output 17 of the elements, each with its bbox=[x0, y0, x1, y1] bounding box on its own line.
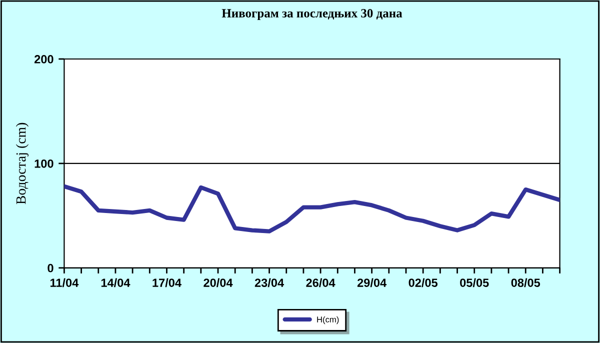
x-tick-label: 02/05 bbox=[408, 278, 438, 288]
x-tick-label: 26/04 bbox=[306, 278, 336, 288]
y-tick-label: 100 bbox=[34, 159, 54, 168]
x-tick-label: 05/05 bbox=[460, 278, 489, 288]
x-tick-label: 17/04 bbox=[152, 278, 182, 288]
x-tick-label: 11/04 bbox=[50, 278, 79, 288]
x-tick-label: 29/04 bbox=[357, 278, 387, 288]
y-tick-label: 200 bbox=[34, 55, 54, 64]
x-tick-label: 08/05 bbox=[511, 278, 540, 288]
line-series bbox=[64, 184, 560, 234]
chart-title: Нивограм за последњих 30 дана bbox=[222, 9, 402, 20]
y-tick-label: 0 bbox=[48, 264, 54, 272]
legend-label: H(cm) bbox=[317, 316, 339, 324]
x-tick-label: 20/04 bbox=[204, 278, 233, 288]
x-tick-label: 14/04 bbox=[101, 278, 130, 288]
x-tick-label: 23/04 bbox=[254, 278, 284, 288]
y-axis-title: Водостај (cm) bbox=[16, 122, 29, 204]
